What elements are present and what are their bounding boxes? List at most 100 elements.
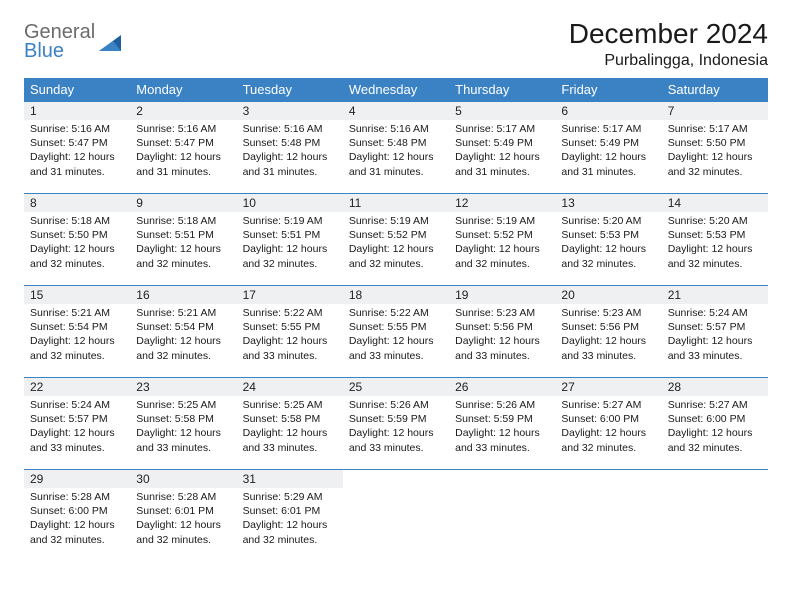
header-wednesday: Wednesday [343,78,449,102]
sunset-text: Sunset: 5:54 PM [30,320,124,334]
sunrise-text: Sunrise: 5:28 AM [136,490,230,504]
daylight-text: and 32 minutes. [30,257,124,271]
sunrise-text: Sunrise: 5:20 AM [561,214,655,228]
day-details: Sunrise: 5:29 AMSunset: 6:01 PMDaylight:… [237,488,343,551]
calendar-day-cell: 20Sunrise: 5:23 AMSunset: 5:56 PMDayligh… [555,286,661,378]
month-title: December 2024 [569,18,768,50]
sunset-text: Sunset: 5:49 PM [455,136,549,150]
day-number: 5 [449,102,555,120]
calendar-day-cell: 24Sunrise: 5:25 AMSunset: 5:58 PMDayligh… [237,378,343,470]
sunrise-text: Sunrise: 5:20 AM [668,214,762,228]
day-number: 22 [24,378,130,396]
sunset-text: Sunset: 5:47 PM [136,136,230,150]
daylight-text: and 32 minutes. [136,349,230,363]
sunset-text: Sunset: 5:50 PM [30,228,124,242]
sunrise-text: Sunrise: 5:18 AM [136,214,230,228]
calendar-day-cell: 10Sunrise: 5:19 AMSunset: 5:51 PMDayligh… [237,194,343,286]
daylight-text: and 31 minutes. [561,165,655,179]
calendar-day-cell: 30Sunrise: 5:28 AMSunset: 6:01 PMDayligh… [130,470,236,562]
header-sunday: Sunday [24,78,130,102]
day-number: 26 [449,378,555,396]
day-number: 9 [130,194,236,212]
sunset-text: Sunset: 5:59 PM [349,412,443,426]
calendar-week-row: 22Sunrise: 5:24 AMSunset: 5:57 PMDayligh… [24,378,768,470]
calendar-day-cell: 29Sunrise: 5:28 AMSunset: 6:00 PMDayligh… [24,470,130,562]
daylight-text: Daylight: 12 hours [561,242,655,256]
sunrise-text: Sunrise: 5:16 AM [349,122,443,136]
daylight-text: Daylight: 12 hours [30,242,124,256]
daylight-text: and 33 minutes. [349,441,443,455]
day-details: Sunrise: 5:20 AMSunset: 5:53 PMDaylight:… [662,212,768,275]
calendar-day-cell: 21Sunrise: 5:24 AMSunset: 5:57 PMDayligh… [662,286,768,378]
daylight-text: and 32 minutes. [30,533,124,547]
day-number: 25 [343,378,449,396]
day-number: 14 [662,194,768,212]
calendar-day-cell [343,470,449,562]
page-header: General Blue December 2024 Purbalingga, … [24,18,768,70]
day-number: 18 [343,286,449,304]
day-number: 12 [449,194,555,212]
daylight-text: and 33 minutes. [243,441,337,455]
day-number: 17 [237,286,343,304]
day-details: Sunrise: 5:22 AMSunset: 5:55 PMDaylight:… [237,304,343,367]
daylight-text: and 33 minutes. [349,349,443,363]
day-number: 24 [237,378,343,396]
logo: General Blue [24,18,125,61]
day-details: Sunrise: 5:21 AMSunset: 5:54 PMDaylight:… [24,304,130,367]
sunrise-text: Sunrise: 5:27 AM [668,398,762,412]
daylight-text: and 32 minutes. [668,165,762,179]
day-number: 11 [343,194,449,212]
day-details: Sunrise: 5:24 AMSunset: 5:57 PMDaylight:… [662,304,768,367]
sunset-text: Sunset: 5:57 PM [30,412,124,426]
daylight-text: Daylight: 12 hours [136,426,230,440]
sunrise-text: Sunrise: 5:23 AM [455,306,549,320]
daylight-text: Daylight: 12 hours [243,150,337,164]
daylight-text: and 31 minutes. [349,165,443,179]
sunset-text: Sunset: 6:01 PM [243,504,337,518]
day-details: Sunrise: 5:19 AMSunset: 5:51 PMDaylight:… [237,212,343,275]
sunset-text: Sunset: 6:00 PM [561,412,655,426]
day-details: Sunrise: 5:17 AMSunset: 5:49 PMDaylight:… [555,120,661,183]
day-details: Sunrise: 5:18 AMSunset: 5:50 PMDaylight:… [24,212,130,275]
day-details: Sunrise: 5:16 AMSunset: 5:47 PMDaylight:… [24,120,130,183]
logo-text-block: General Blue [24,22,95,61]
calendar-day-cell: 7Sunrise: 5:17 AMSunset: 5:50 PMDaylight… [662,102,768,194]
day-number: 27 [555,378,661,396]
sunset-text: Sunset: 5:51 PM [136,228,230,242]
calendar-day-cell: 23Sunrise: 5:25 AMSunset: 5:58 PMDayligh… [130,378,236,470]
sunset-text: Sunset: 5:55 PM [243,320,337,334]
daylight-text: Daylight: 12 hours [30,426,124,440]
daylight-text: and 31 minutes. [243,165,337,179]
daylight-text: Daylight: 12 hours [243,242,337,256]
day-details: Sunrise: 5:22 AMSunset: 5:55 PMDaylight:… [343,304,449,367]
daylight-text: Daylight: 12 hours [561,426,655,440]
calendar-day-cell: 6Sunrise: 5:17 AMSunset: 5:49 PMDaylight… [555,102,661,194]
daylight-text: Daylight: 12 hours [349,334,443,348]
header-tuesday: Tuesday [237,78,343,102]
header-saturday: Saturday [662,78,768,102]
calendar-day-cell [555,470,661,562]
sunset-text: Sunset: 5:52 PM [349,228,443,242]
sunset-text: Sunset: 5:56 PM [561,320,655,334]
daylight-text: and 33 minutes. [668,349,762,363]
day-details: Sunrise: 5:23 AMSunset: 5:56 PMDaylight:… [449,304,555,367]
day-number: 10 [237,194,343,212]
daylight-text: and 32 minutes. [349,257,443,271]
sunset-text: Sunset: 5:56 PM [455,320,549,334]
day-number: 1 [24,102,130,120]
calendar-week-row: 15Sunrise: 5:21 AMSunset: 5:54 PMDayligh… [24,286,768,378]
calendar-day-cell: 12Sunrise: 5:19 AMSunset: 5:52 PMDayligh… [449,194,555,286]
day-number: 19 [449,286,555,304]
day-details: Sunrise: 5:24 AMSunset: 5:57 PMDaylight:… [24,396,130,459]
sunrise-text: Sunrise: 5:19 AM [349,214,443,228]
day-details: Sunrise: 5:21 AMSunset: 5:54 PMDaylight:… [130,304,236,367]
sunset-text: Sunset: 5:48 PM [243,136,337,150]
sunrise-text: Sunrise: 5:26 AM [349,398,443,412]
daylight-text: and 32 minutes. [136,257,230,271]
sunrise-text: Sunrise: 5:27 AM [561,398,655,412]
daylight-text: and 32 minutes. [668,441,762,455]
sunrise-text: Sunrise: 5:29 AM [243,490,337,504]
day-number: 20 [555,286,661,304]
daylight-text: and 33 minutes. [455,349,549,363]
day-number: 21 [662,286,768,304]
